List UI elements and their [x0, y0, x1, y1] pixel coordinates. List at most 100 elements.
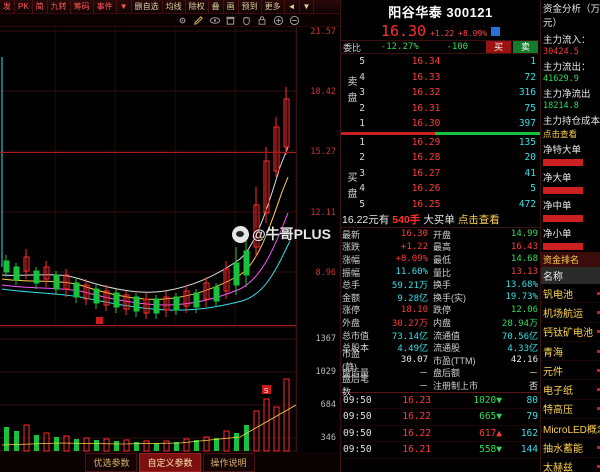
lock-icon[interactable] [257, 15, 270, 26]
tick-volume: 558▼ [479, 444, 502, 456]
book-row[interactable]: 3 16.27 41 [341, 166, 540, 182]
book-qty: 316 [518, 87, 536, 99]
top-toolbar: 发 PK 简九转 筹码 事件 ▼ 删自选 均线 除权叠画预到 更多 ◄ ▼ [0, 0, 340, 14]
net-flow-row: 净中单 [543, 200, 572, 212]
tick-amount: 162 [520, 427, 538, 439]
tick-list[interactable]: 09:50 16.23 1020▼ 80 09:50 16.22 665▼ 79 09:50 16… [341, 391, 540, 459]
sector-item[interactable]: 机场航运 [541, 303, 600, 323]
tick-row[interactable]: 09:50 16.23 1020▼ 80 [341, 393, 540, 410]
stat-label-right: 流通股 [433, 343, 461, 354]
tick-volume: 665▼ [479, 411, 502, 423]
toolbar-button-12[interactable]: 预到 [239, 0, 262, 13]
sector-item[interactable]: MicroLED概念 [541, 419, 600, 439]
book-row[interactable]: 2 16.28 20 [341, 150, 540, 166]
book-row[interactable]: 2 16.31 75 [341, 101, 540, 117]
book-row[interactable]: 5 16.25 472 [341, 197, 540, 213]
toolbar-button-5[interactable]: 事件 [94, 0, 117, 13]
sector-item[interactable]: 青海 [541, 342, 600, 362]
fund-analysis-pane: 资金分析（万元） 主力流入： 30424.5 主力流出： 41629.9 主力净流出 18… [540, 0, 600, 472]
sector-marker-icon [597, 310, 600, 314]
sector-item[interactable]: 钙钛矿电池 [541, 323, 600, 342]
book-qty: 1 [530, 56, 536, 68]
toolbar-button-11[interactable]: 画 [224, 0, 239, 13]
tick-row[interactable]: 09:50 16.22 665▼ 79 [341, 409, 540, 426]
sector-marker-icon [597, 368, 600, 372]
toolbar-button-1[interactable]: PK [15, 0, 33, 13]
sector-item[interactable]: 电子纸 [541, 380, 600, 400]
stat-label-left: 总市值 [342, 330, 370, 341]
hand-icon[interactable] [241, 15, 254, 26]
bottom-button-1[interactable]: 自定义参数 [139, 452, 201, 472]
toolbar-button-2[interactable]: 简 [33, 0, 48, 13]
toolbar-button-15[interactable]: ▼ [300, 0, 315, 13]
bottom-button-2[interactable]: 操作说明 [202, 452, 255, 472]
book-split-bar [341, 131, 540, 135]
volume-tick: 1367 [315, 334, 336, 344]
big-buy-banner[interactable]: 16.22元有 540手 大买单 点击查看 [341, 212, 540, 227]
fund-value[interactable]: 点击查看 [543, 130, 578, 140]
bottom-button-0[interactable]: 优选参数 [85, 452, 138, 472]
tick-price: 16.22 [402, 411, 431, 423]
sector-label: 特高压 [543, 405, 573, 417]
last-price: 16.30 [380, 22, 427, 40]
book-row[interactable]: 3 16.32 316 [341, 85, 540, 101]
book-row[interactable]: 4 16.33 72 [341, 70, 540, 86]
toolbar-button-10[interactable]: 叠 [209, 0, 224, 13]
toolbar-button-9[interactable]: 除权 [186, 0, 209, 13]
zoom-out-icon[interactable] [289, 15, 302, 26]
toolbar-button-4[interactable]: 筹码 [71, 0, 94, 13]
stat-value-left: +8.09% [395, 254, 428, 265]
sector-item[interactable]: 抽水蓄能 [541, 438, 600, 458]
weibi-row: 委比 -12.27% -100 买 卖 [341, 40, 540, 54]
book-qty: 72 [524, 71, 536, 83]
book-price: 16.26 [411, 183, 441, 195]
sector-item[interactable]: 特高压 [541, 400, 600, 420]
book-qty: 75 [524, 102, 536, 114]
book-row[interactable]: 1 16.29 135 [341, 135, 540, 151]
tick-row[interactable]: 09:50 16.22 617▲ 162 [341, 426, 540, 443]
buy-button[interactable]: 买 [486, 41, 511, 53]
tick-amount: 80 [526, 394, 538, 406]
pencil-icon[interactable] [193, 15, 206, 26]
sector-marker-icon [597, 465, 600, 469]
zoom-in-icon[interactable] [273, 15, 286, 26]
weibo-logo-icon [232, 225, 249, 243]
price-tick: 21.57 [310, 27, 336, 37]
stat-value-right: 16.43 [510, 241, 538, 252]
toolbar-button-8[interactable]: 均线 [163, 0, 186, 13]
stat-label-left: 总股本 [342, 343, 370, 354]
stat-label-left: 最新 [342, 229, 361, 240]
stat-value-left: 11.60% [395, 267, 428, 278]
sector-item[interactable]: 钒电池 [541, 284, 600, 304]
sector-item[interactable]: 元件 [541, 361, 600, 381]
toolbar-button-14[interactable]: ◄ [285, 0, 300, 13]
stat-value-left: 4.49亿 [397, 344, 428, 355]
gear-icon[interactable] [177, 15, 190, 26]
tick-row[interactable]: 09:50 16.21 558▼ 144 [341, 442, 540, 459]
stat-row: 涨停 18.10 跌停 12.06 [341, 304, 540, 317]
sector-item[interactable]: 太赫兹 [541, 458, 600, 472]
bigbuy-pre: 16.22元有 [342, 214, 390, 226]
book-row[interactable]: 5 16.34 1 [341, 54, 540, 70]
toolbar-button-13[interactable]: 更多 [262, 0, 285, 13]
toolbar-button-6[interactable]: ▼ [117, 0, 132, 13]
toolbar-button-3[interactable]: 九转 [48, 0, 71, 13]
fund-label: 主力流入： [543, 34, 591, 46]
trash-icon[interactable] [225, 15, 238, 26]
eye-icon[interactable] [209, 15, 222, 26]
stat-label-right: 最低 [433, 254, 452, 265]
toolbar-button-0[interactable]: 发 [0, 0, 15, 13]
book-qty: 41 [524, 167, 536, 179]
book-price: 16.31 [411, 102, 441, 114]
book-row[interactable]: 4 16.26 5 [341, 181, 540, 197]
sector-marker-icon [597, 446, 600, 450]
volume-tick: 684 [320, 400, 336, 410]
price-chart[interactable]: S [0, 27, 340, 462]
stat-label-left: 涨幅 [342, 254, 361, 265]
toolbar-button-7[interactable]: 删自选 [132, 0, 163, 13]
bigbuy-action[interactable]: 点击查看 [457, 214, 500, 226]
price-tick: 12.11 [310, 208, 336, 218]
stat-label-left: 涨停 [342, 305, 361, 316]
book-row[interactable]: 1 16.30 397 [341, 116, 540, 132]
sell-button[interactable]: 卖 [513, 41, 538, 53]
